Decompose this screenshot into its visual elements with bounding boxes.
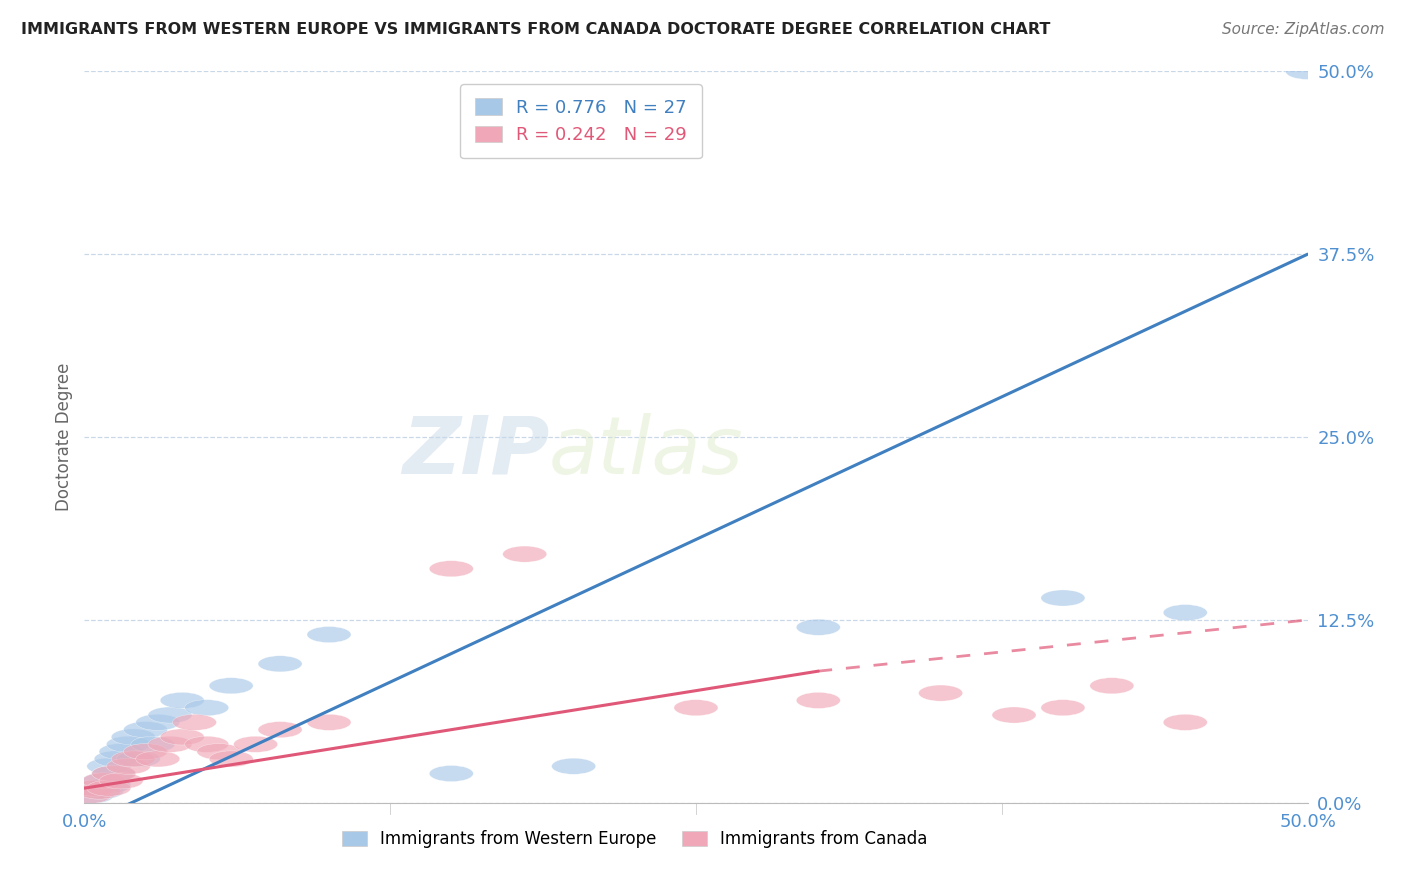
Ellipse shape [80,783,124,799]
Ellipse shape [1163,714,1208,731]
Ellipse shape [98,772,143,789]
Y-axis label: Doctorate Degree: Doctorate Degree [55,363,73,511]
Ellipse shape [259,722,302,738]
Ellipse shape [124,744,167,760]
Ellipse shape [91,765,136,781]
Ellipse shape [307,626,352,642]
Ellipse shape [98,744,143,760]
Text: Source: ZipAtlas.com: Source: ZipAtlas.com [1222,22,1385,37]
Ellipse shape [173,714,217,731]
Ellipse shape [160,729,204,745]
Ellipse shape [77,783,121,799]
Ellipse shape [82,772,127,789]
Ellipse shape [87,758,131,774]
Ellipse shape [107,736,150,752]
Ellipse shape [111,729,155,745]
Text: ZIP: ZIP [402,413,550,491]
Ellipse shape [307,714,352,731]
Ellipse shape [184,736,229,752]
Text: atlas: atlas [550,413,744,491]
Ellipse shape [148,707,193,723]
Ellipse shape [551,758,596,774]
Ellipse shape [70,788,114,804]
Ellipse shape [75,780,118,797]
Ellipse shape [160,692,204,708]
Ellipse shape [673,699,718,715]
Ellipse shape [233,736,277,752]
Ellipse shape [117,751,160,767]
Ellipse shape [136,751,180,767]
Ellipse shape [1285,63,1330,79]
Ellipse shape [993,707,1036,723]
Ellipse shape [111,751,155,767]
Ellipse shape [67,788,111,804]
Ellipse shape [1090,678,1133,694]
Ellipse shape [259,656,302,672]
Ellipse shape [209,678,253,694]
Ellipse shape [197,744,240,760]
Ellipse shape [136,714,180,731]
Ellipse shape [1040,699,1085,715]
Ellipse shape [94,751,138,767]
Ellipse shape [72,780,117,797]
Legend: Immigrants from Western Europe, Immigrants from Canada: Immigrants from Western Europe, Immigran… [333,822,936,856]
Ellipse shape [87,777,131,793]
Ellipse shape [82,772,127,789]
Text: IMMIGRANTS FROM WESTERN EUROPE VS IMMIGRANTS FROM CANADA DOCTORATE DEGREE CORREL: IMMIGRANTS FROM WESTERN EUROPE VS IMMIGR… [21,22,1050,37]
Ellipse shape [1040,590,1085,606]
Ellipse shape [107,758,150,774]
Ellipse shape [209,751,253,767]
Ellipse shape [796,692,841,708]
Ellipse shape [918,685,963,701]
Ellipse shape [429,765,474,781]
Ellipse shape [148,736,193,752]
Ellipse shape [184,699,229,715]
Ellipse shape [429,561,474,577]
Ellipse shape [124,722,167,738]
Ellipse shape [796,619,841,635]
Ellipse shape [1163,605,1208,621]
Ellipse shape [91,765,136,781]
Ellipse shape [87,780,131,797]
Ellipse shape [503,546,547,562]
Ellipse shape [131,736,174,752]
